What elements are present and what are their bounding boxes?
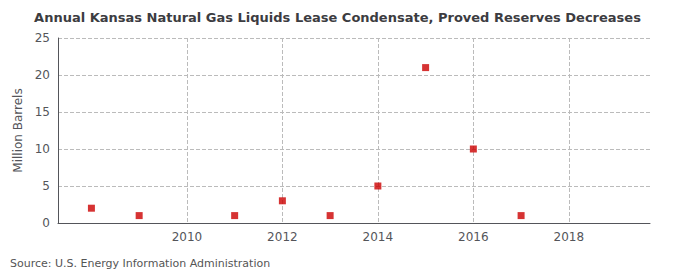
svg-text:20: 20	[35, 68, 50, 82]
svg-text:2018: 2018	[554, 230, 585, 244]
svg-text:Million Barrels: Million Barrels	[11, 88, 25, 172]
svg-text:2012: 2012	[267, 230, 298, 244]
svg-text:5: 5	[42, 179, 50, 193]
svg-text:Source: U.S. Energy Informatio: Source: U.S. Energy Information Administ…	[10, 257, 270, 270]
svg-text:15: 15	[35, 105, 50, 119]
svg-text:Annual Kansas Natural Gas Liqu: Annual Kansas Natural Gas Liquids Lease …	[34, 10, 641, 25]
svg-text:2016: 2016	[458, 230, 489, 244]
svg-text:25: 25	[35, 31, 50, 45]
svg-text:0: 0	[42, 216, 50, 230]
svg-text:2014: 2014	[363, 230, 394, 244]
svg-text:10: 10	[35, 142, 50, 156]
svg-text:2010: 2010	[172, 230, 203, 244]
